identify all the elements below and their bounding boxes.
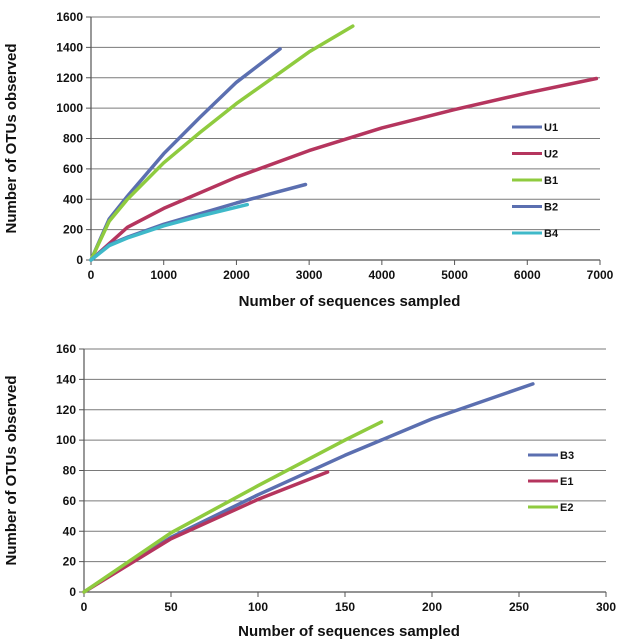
x-tick-label: 2000 — [223, 268, 250, 282]
x-tick-label: 0 — [81, 600, 88, 614]
y-tick-label: 1400 — [56, 40, 83, 54]
x-tick-label: 7000 — [587, 268, 614, 282]
legend-label-e2: E2 — [560, 502, 573, 514]
y-tick-label: 800 — [63, 132, 83, 146]
x-tick-label: 150 — [335, 600, 355, 614]
y-tick-label: 140 — [56, 372, 76, 386]
x-tick-label: 50 — [164, 600, 178, 614]
x-tick-label: 6000 — [514, 268, 541, 282]
legend-label-e1: E1 — [560, 476, 573, 488]
series-line-e1 — [82, 470, 330, 594]
chart-top-svg: 0 200 400 600 800 1000 1200 1400 1600 0 1000 2000 30… — [3, 10, 614, 310]
series-line-b1 — [89, 24, 355, 262]
legend-label-b4: B4 — [544, 228, 559, 240]
y-tick-label: 60 — [63, 494, 77, 508]
series-line-b3 — [82, 382, 535, 594]
x-tick-label: 0 — [88, 268, 95, 282]
y-tick-label: 80 — [63, 464, 77, 478]
y-tick-label: 0 — [69, 585, 76, 599]
x-tick-label: 4000 — [369, 268, 396, 282]
legend-label-u1: U1 — [544, 122, 558, 134]
x-tick-label: 200 — [422, 600, 442, 614]
x-tick-label: 3000 — [296, 268, 323, 282]
legend-label-b3: B3 — [560, 450, 574, 462]
y-tick-label: 20 — [63, 555, 77, 569]
x-tick-label: 250 — [509, 600, 529, 614]
x-axis-title: Number of sequences sampled — [239, 293, 461, 310]
y-tick-label: 1200 — [56, 71, 83, 85]
rarefaction-chart-top: 0 200 400 600 800 1000 1200 1400 1600 0 1000 2000 30… — [0, 0, 629, 320]
x-tick-label: 5000 — [441, 268, 468, 282]
chart-bottom-svg: 0 20 40 60 80 100 120 140 160 0 50 100 150 200 250 300 N… — [3, 342, 616, 640]
series-line-u1 — [89, 47, 282, 262]
series-line-e2 — [82, 420, 384, 594]
y-axis-title: Number of OTUs observed — [3, 375, 20, 565]
x-tick-label: 300 — [596, 600, 616, 614]
legend-label-b2: B2 — [544, 202, 558, 214]
y-tick-label: 100 — [56, 433, 76, 447]
legend-label-u2: U2 — [544, 149, 558, 161]
y-tick-label: 1000 — [56, 101, 83, 115]
y-tick-label: 40 — [63, 524, 77, 538]
y-tick-label: 160 — [56, 342, 76, 356]
y-tick-label: 200 — [63, 223, 83, 237]
x-tick-label: 1000 — [150, 268, 177, 282]
y-axis-title: Number of OTUs observed — [3, 43, 20, 233]
y-tick-label: 400 — [63, 192, 83, 206]
y-tick-label: 600 — [63, 162, 83, 176]
rarefaction-chart-bottom: 0 20 40 60 80 100 120 140 160 0 50 100 150 200 250 300 N… — [0, 325, 629, 642]
legend-label-b1: B1 — [544, 175, 558, 187]
x-tick-label: 100 — [248, 600, 268, 614]
y-tick-label: 120 — [56, 403, 76, 417]
series-line-u2 — [89, 76, 599, 262]
series-line-b4 — [89, 202, 250, 262]
y-tick-label: 1600 — [56, 10, 83, 24]
series-line-b2 — [89, 182, 308, 262]
y-tick-label: 0 — [76, 253, 83, 267]
x-axis-title: Number of sequences sampled — [238, 623, 460, 640]
